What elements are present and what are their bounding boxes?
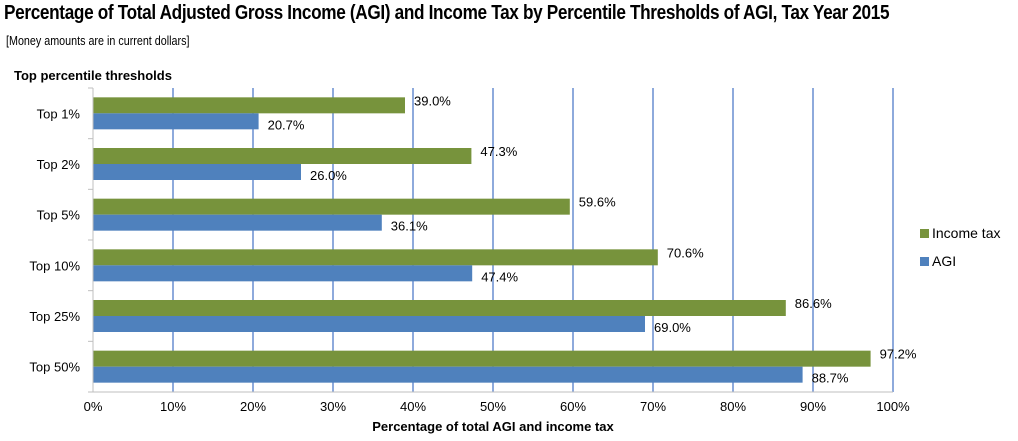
bar-income-tax-top-1: [93, 97, 405, 114]
legend-label-agi: AGI: [932, 253, 956, 269]
data-labels: 39.0% 20.7% 47.3% 26.0% 59.6% 36.1% 70.6% 47.4%…: [268, 93, 917, 385]
category-label: Top 2%: [37, 157, 81, 172]
x-tick-label: 20%: [240, 399, 266, 414]
bar-income-tax-top-10: [93, 249, 658, 266]
gridlines: [172, 88, 894, 392]
legend-swatch-income-tax: [920, 229, 929, 238]
data-label: 36.1%: [391, 219, 428, 234]
bars: [93, 97, 871, 383]
data-label: 39.0%: [414, 93, 451, 108]
x-tick-label: 60%: [560, 399, 586, 414]
category-label: Top 5%: [37, 208, 81, 223]
bar-agi-top-50: [93, 366, 803, 383]
x-axis-title: Percentage of total AGI and income tax: [372, 419, 614, 434]
x-tick-label: 30%: [320, 399, 346, 414]
x-tick-label: 90%: [800, 399, 826, 414]
data-label: 88.7%: [812, 371, 849, 386]
x-tick-label: 0%: [84, 399, 103, 414]
x-tick-label: 100%: [876, 399, 910, 414]
bar-income-tax-top-5: [93, 198, 570, 215]
y-axis-title: Top percentile thresholds: [14, 68, 172, 83]
bar-agi-top-10: [93, 265, 473, 282]
category-label: Top 50%: [29, 360, 80, 375]
data-label: 26.0%: [310, 168, 347, 183]
x-tick-label: 40%: [400, 399, 426, 414]
category-label: Top 10%: [29, 258, 80, 273]
category-labels: Top 1% Top 2% Top 5% Top 10% Top 25% Top 50%: [29, 106, 80, 374]
bar-agi-top-5: [93, 214, 382, 231]
category-label: Top 25%: [29, 309, 80, 324]
legend-swatch-agi: [920, 257, 929, 266]
bar-agi-top-2: [93, 164, 301, 180]
data-label: 69.0%: [654, 320, 691, 335]
bar-income-tax-top-50: [93, 350, 871, 367]
data-label: 59.6%: [579, 195, 616, 210]
data-label: 47.3%: [480, 144, 517, 159]
bar-agi-top-1: [93, 113, 259, 130]
chart-subtitle: [Money amounts are in current dollars]: [6, 34, 190, 48]
data-label: 86.6%: [795, 296, 832, 311]
x-tick-labels: 0% 10% 20% 30% 40% 50% 60% 70% 80% 90% 100%: [84, 399, 910, 414]
legend: Income tax AGI: [920, 225, 1000, 269]
data-label: 70.6%: [667, 245, 704, 260]
x-tick-label: 80%: [720, 399, 746, 414]
category-label: Top 1%: [37, 106, 81, 121]
x-tick-label: 50%: [480, 399, 506, 414]
x-tick-label: 70%: [640, 399, 666, 414]
bar-income-tax-top-25: [93, 300, 786, 316]
legend-label-income-tax: Income tax: [932, 225, 1000, 241]
axes: [88, 87, 893, 393]
x-tick-label: 10%: [160, 399, 186, 414]
data-label: 97.2%: [880, 347, 917, 362]
bar-agi-top-25: [93, 316, 645, 332]
data-label: 20.7%: [268, 117, 305, 132]
bar-income-tax-top-2: [93, 148, 472, 164]
chart-title: Percentage of Total Adjusted Gross Incom…: [4, 2, 890, 24]
data-label: 47.4%: [481, 269, 518, 284]
